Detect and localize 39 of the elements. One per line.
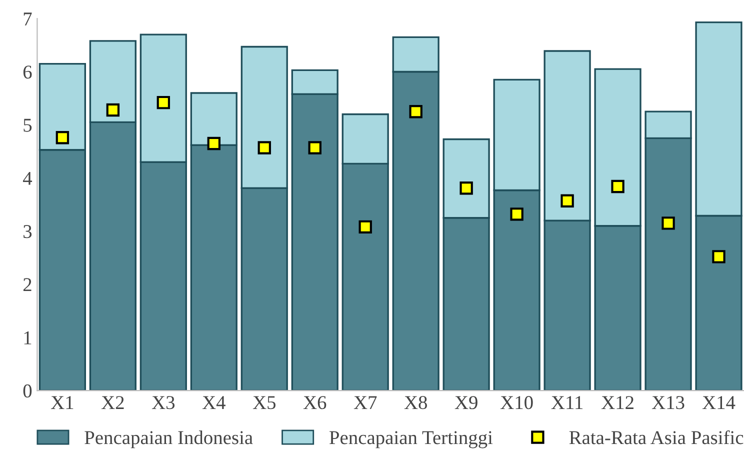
- point: [560, 194, 574, 208]
- x-tick-label: X3: [152, 396, 175, 410]
- y-tick-label: 7: [24, 12, 32, 26]
- x-tick-label: X10: [500, 396, 533, 410]
- point: [56, 131, 70, 144]
- point: [207, 136, 220, 150]
- x-tick-label: X9: [454, 396, 478, 410]
- y-tick-label: 3: [24, 225, 32, 238]
- point: [712, 250, 726, 264]
- point: [156, 96, 170, 110]
- point: [510, 208, 524, 221]
- point: [258, 141, 271, 154]
- point: [460, 182, 473, 195]
- y-tick-label: 6: [23, 66, 32, 79]
- x-tick-label: X11: [551, 396, 583, 409]
- point: [611, 180, 624, 194]
- x-tick-label: X1: [50, 396, 74, 409]
- x-tick-label: X7: [354, 396, 377, 409]
- y-tick-label: 0: [23, 384, 32, 398]
- y-tick-label: 1: [24, 331, 32, 344]
- x-tick-label: X12: [601, 396, 634, 409]
- x-tick-label: X2: [101, 396, 124, 409]
- point: [409, 105, 422, 118]
- point: [106, 103, 120, 117]
- point: [358, 220, 372, 234]
- x-tick-label: X14: [702, 396, 736, 409]
- point: [308, 141, 322, 154]
- x-tick-label: X4: [202, 396, 226, 409]
- legend-label: Pencapaian Tertinggi: [329, 431, 493, 448]
- point: [662, 216, 675, 230]
- x-tick-label: X13: [652, 396, 684, 410]
- y-tick-label: 4: [22, 172, 32, 185]
- y-tick-label: 2: [23, 278, 32, 292]
- x-tick-label: X6: [303, 396, 326, 410]
- legend-label: Rata-Rata Asia Pasific: [569, 430, 744, 444]
- x-tick-label: X5: [252, 396, 276, 410]
- y-tick-label: 5: [24, 118, 32, 132]
- legend-label: Pencapaian Indonesia: [84, 430, 253, 448]
- x-tick-label: X8: [404, 396, 427, 410]
